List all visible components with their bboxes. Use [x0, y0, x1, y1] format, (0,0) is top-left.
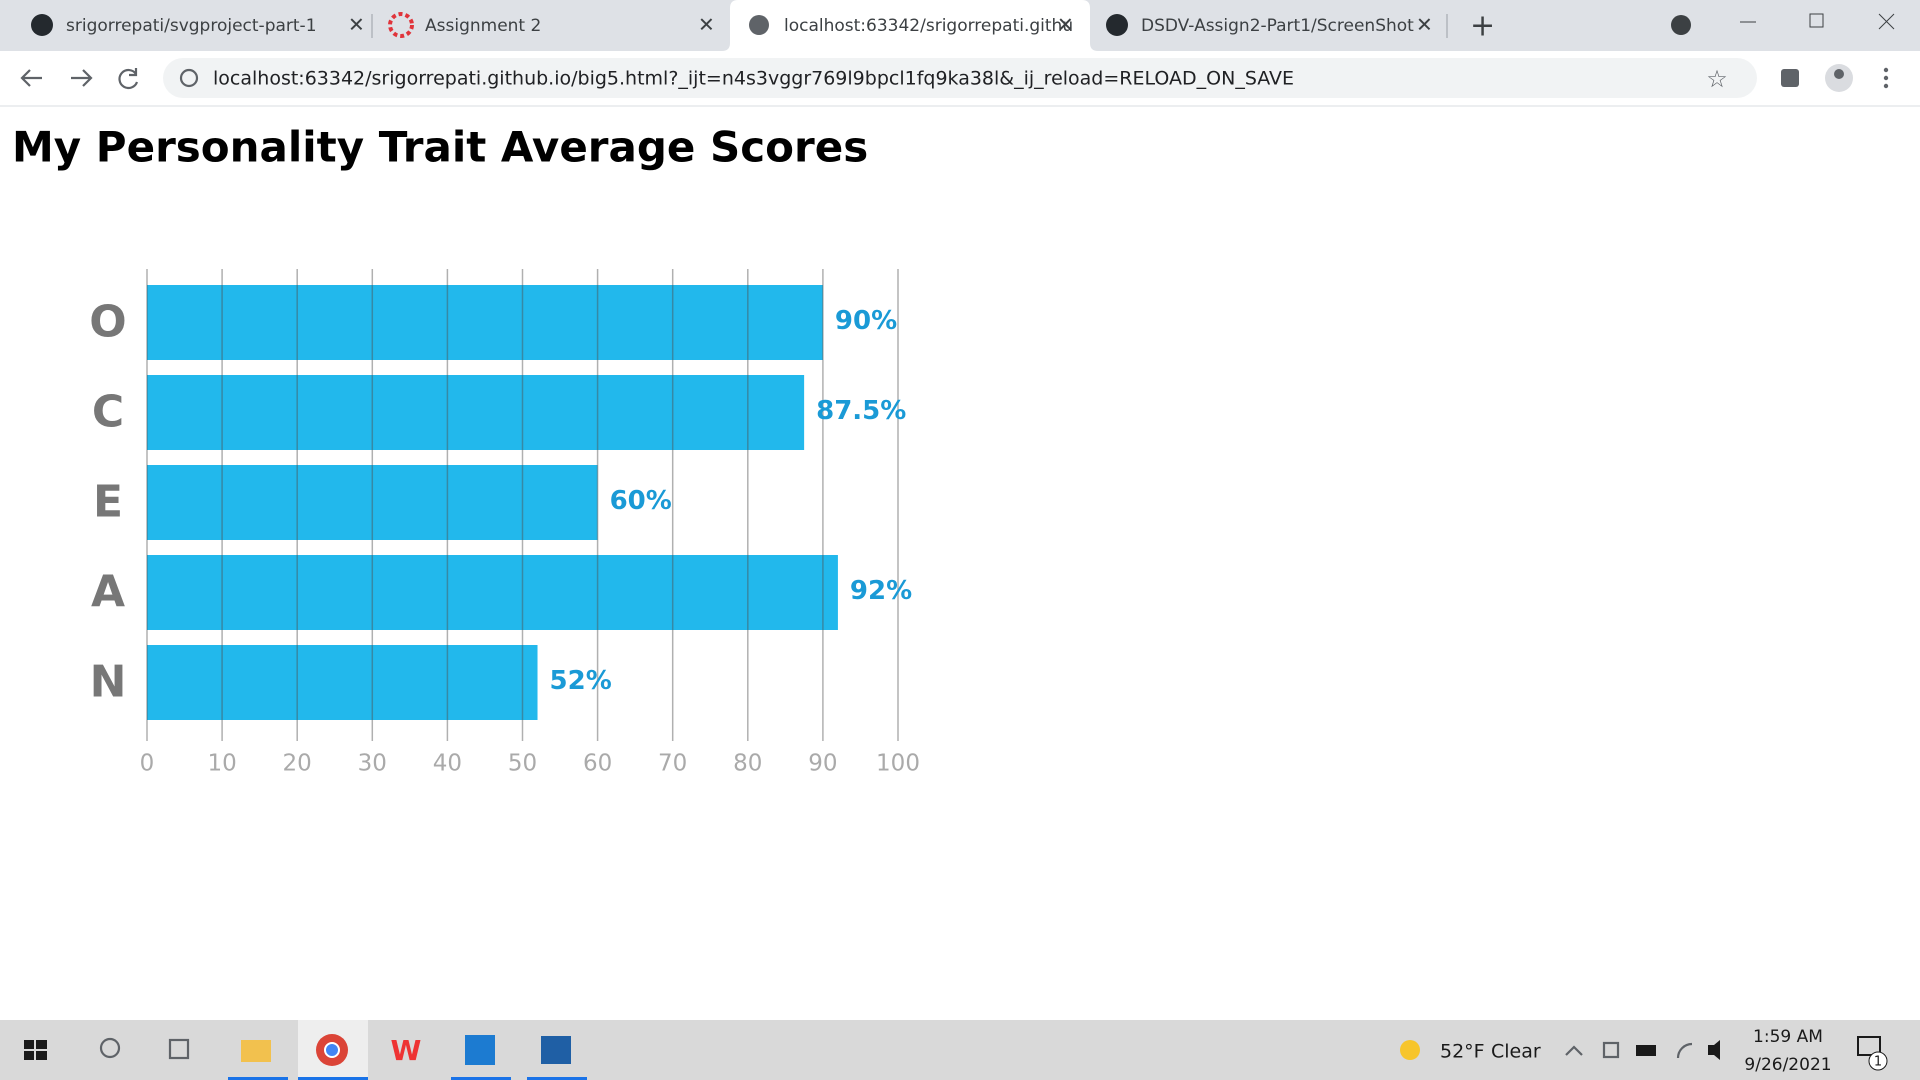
value-label: 60% [610, 486, 672, 516]
search[interactable] [99, 1037, 121, 1059]
back-button[interactable] [20, 69, 42, 87]
x-tick-label: 70 [658, 751, 687, 777]
reload-button[interactable] [118, 68, 139, 90]
tab-close[interactable]: ✕ [698, 13, 715, 37]
tab-title[interactable]: DSDV-Assign2-Part1/ScreenShot [1141, 16, 1414, 36]
canvas-icon [388, 12, 414, 38]
menu-dot[interactable] [1883, 67, 1889, 73]
restore[interactable] [1809, 13, 1824, 28]
forward-button[interactable] [71, 69, 93, 87]
globe-icon [749, 15, 769, 35]
bookmark-star[interactable]: ☆ [1706, 65, 1728, 93]
bar [147, 645, 538, 720]
weather-text[interactable]: Clear [1491, 1041, 1541, 1063]
bar [147, 465, 598, 540]
task-view[interactable] [168, 1038, 190, 1060]
profile-head [1834, 69, 1844, 79]
notification-center[interactable] [1857, 1036, 1881, 1056]
taskbar [0, 1020, 1920, 1080]
github-icon [1106, 14, 1128, 36]
new-tab[interactable]: + [1470, 9, 1495, 44]
category-label: O [89, 297, 126, 348]
value-label: 90% [835, 306, 897, 336]
close-window[interactable] [1878, 13, 1895, 30]
weather-icon [1400, 1040, 1420, 1060]
active-tab[interactable] [722, 0, 1098, 51]
x-tick-label: 20 [283, 751, 312, 777]
menu-dot[interactable] [1883, 75, 1889, 81]
category-label: N [90, 657, 127, 708]
app-indicator [451, 1077, 511, 1080]
x-tick-label: 50 [508, 751, 537, 777]
page-title: My Personality Trait Average Scores [12, 123, 868, 172]
bar [147, 555, 838, 630]
value-label: 92% [850, 576, 912, 606]
battery[interactable] [1636, 1045, 1656, 1056]
app-indicator [228, 1077, 288, 1080]
tab-close[interactable]: ✕ [1057, 13, 1074, 37]
bar [147, 375, 805, 450]
tab-close[interactable]: ✕ [348, 13, 365, 37]
url[interactable]: localhost:63342/srigorrepati.github.io/b… [213, 68, 1294, 90]
tray-expand[interactable] [1565, 1045, 1583, 1056]
github-icon [31, 14, 53, 36]
app-indicator [298, 1077, 368, 1080]
address-bar[interactable] [163, 58, 1757, 98]
tab-close[interactable]: ✕ [1416, 13, 1433, 37]
site-info[interactable] [179, 68, 199, 88]
tray-icon[interactable] [1602, 1041, 1620, 1059]
weather-temp[interactable]: 52°F [1440, 1041, 1485, 1063]
start-button[interactable] [24, 1040, 47, 1060]
explorer[interactable] [241, 1040, 271, 1062]
category-label: E [93, 477, 123, 528]
value-label: 52% [550, 666, 612, 696]
photos[interactable] [541, 1036, 571, 1064]
clock-time[interactable]: 1:59 AM [1753, 1027, 1823, 1047]
webstorm[interactable] [465, 1035, 495, 1065]
app-indicator [527, 1077, 587, 1080]
value-label: 87.5% [816, 396, 906, 426]
wifi[interactable] [1676, 1042, 1693, 1059]
x-tick-label: 30 [358, 751, 387, 777]
notification-count: 1 [1874, 1055, 1882, 1070]
x-tick-label: 60 [583, 751, 612, 777]
chrome-center [324, 1042, 340, 1058]
wps[interactable]: W [391, 1034, 422, 1067]
bar [147, 285, 823, 360]
x-tick-label: 40 [433, 751, 462, 777]
volume[interactable] [1708, 1040, 1720, 1060]
x-tick-label: 80 [733, 751, 762, 777]
tab-title[interactable]: srigorrepati/svgproject-part-1 [66, 16, 317, 36]
tab-title[interactable]: localhost:63342/srigorrepati.githu [784, 16, 1073, 36]
tab-title[interactable]: Assignment 2 [425, 16, 541, 36]
notification-badge [1868, 1051, 1888, 1071]
x-tick-label: 100 [876, 751, 920, 777]
clock-date[interactable]: 9/26/2021 [1744, 1055, 1831, 1075]
x-tick-label: 10 [207, 751, 236, 777]
category-label: A [91, 567, 125, 618]
menu-dot[interactable] [1883, 83, 1889, 89]
category-label: C [92, 387, 124, 438]
tab-search[interactable] [1671, 15, 1691, 35]
x-tick-label: 90 [808, 751, 837, 777]
extensions[interactable] [1781, 69, 1799, 87]
x-tick-label: 0 [140, 751, 155, 777]
